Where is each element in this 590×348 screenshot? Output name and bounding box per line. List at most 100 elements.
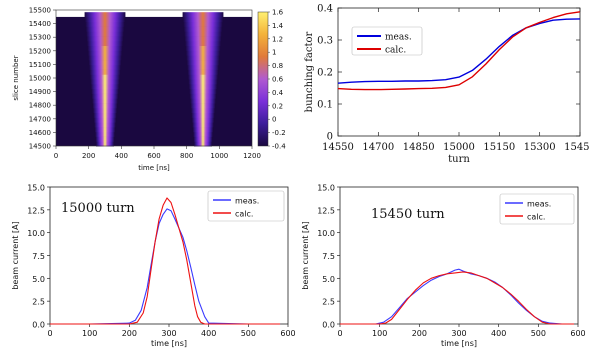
- c1-y-tick-label: 2.5: [32, 298, 45, 307]
- heatmap-y-tick-label: 15100: [29, 61, 51, 69]
- bf-legend: [351, 26, 423, 56]
- heatmap-x-axis-label: time [ns]: [138, 164, 170, 172]
- heatmap-bunch-1-strip: [92, 103, 118, 109]
- heatmap-bunch-2-strip: [184, 31, 222, 37]
- heatmap-bunch-1-strip: [86, 36, 124, 42]
- c2-y-tick-label: 12.5: [317, 206, 335, 215]
- heatmap-bunch-2-strip: [183, 21, 223, 27]
- heatmap-x-tick-label: 1200: [243, 152, 261, 160]
- bf-x-tick-label: 14700: [362, 142, 394, 153]
- heatmap-x-tick-label: 1000: [210, 152, 228, 160]
- heatmap-bunch-2-strip: [185, 45, 221, 51]
- heatmap-bunch-1-strip: [95, 136, 115, 142]
- heatmap-bunch-1-strip: [87, 50, 123, 56]
- heatmap-bunch-2-strip: [183, 26, 223, 32]
- bf-x-tick-label: 15300: [524, 142, 556, 153]
- bf-y-tick-label: 0.4: [317, 4, 333, 15]
- heatmap-bunch-1-strip: [94, 122, 116, 128]
- heatmap-bunch-2-strip: [192, 127, 214, 133]
- heatmap-bunch-1-strip: [88, 60, 122, 66]
- heatmap-plot-area: [56, 16, 252, 146]
- heatmap-bunch-1-strip: [93, 112, 117, 118]
- c2-x-tick-label: 500: [531, 329, 546, 338]
- colorbar-tick-label: -0.2: [272, 129, 286, 137]
- bf-x-tick-label: 15000: [443, 142, 475, 153]
- bf-series-calc-line: [337, 11, 581, 91]
- heatmap-bunch-1-strip: [92, 98, 118, 104]
- colorbar-tick-label: -0.4: [272, 143, 286, 151]
- c2-x-tick-label: 100: [372, 329, 387, 338]
- heatmap-bunch-2-strip: [191, 107, 215, 114]
- colorbar-tick-label: 0.6: [272, 76, 284, 84]
- heatmap-bunch-2-strip: [193, 131, 213, 137]
- c1-x-axis-label: time [ns]: [151, 339, 187, 348]
- c2-y-tick-label: 7.5: [322, 252, 335, 261]
- heatmap-bunch-1-strip: [91, 88, 119, 94]
- heatmap-bunch-2-strip: [189, 93, 217, 99]
- heatmap-blank-band: [56, 10, 252, 17]
- heatmap-bunch-1-strip: [90, 79, 120, 85]
- heatmap-bunch-1-strip: [94, 127, 116, 133]
- c2-y-tick-label: 15.0: [317, 184, 335, 193]
- heatmap-y-tick-label: 15400: [29, 20, 51, 28]
- heatmap-bunch-2-strip: [186, 60, 220, 66]
- colorbar-tick-label: 0.8: [272, 62, 283, 70]
- c1-legend-label-0: meas.: [235, 197, 259, 206]
- heatmap-x-tick-label: 200: [82, 152, 95, 160]
- heatmap-bunch-2-strip: [190, 98, 216, 104]
- heatmap-bunch-2-strip: [185, 40, 221, 47]
- heatmap-bunch-1-strip: [95, 131, 115, 137]
- heatmap-y-tick-label: 15500: [29, 7, 51, 15]
- c1-x-tick-label: 200: [122, 329, 137, 338]
- beam-current-15450-panel: 0.0 2.5 5.0 7.5 10.0 12.5 15.0 0 100 200 300 400 500…: [301, 184, 586, 348]
- heatmap-bunch-1-strip: [89, 69, 121, 75]
- c1-y-tick-label: 0.0: [32, 321, 45, 330]
- c2-x-tick-label: 400: [491, 329, 506, 338]
- bf-legend-label-0: meas.: [385, 33, 412, 43]
- c2-y-tick-label: 2.5: [322, 298, 335, 307]
- colorbar-tick-label: 1: [272, 49, 276, 57]
- c1-annotation: 15000 turn: [61, 201, 135, 216]
- heatmap-bunch-1-strip: [85, 16, 125, 23]
- c1-y-axis-label: beam current [A]: [11, 221, 20, 289]
- heatmap-x-tick-label: 600: [147, 152, 160, 160]
- c2-y-tick-label: 10.0: [317, 229, 335, 238]
- heatmap-bunch-1-strip: [84, 12, 126, 18]
- heatmap-bunch-1-strip: [93, 107, 117, 114]
- heatmap-bunch-2-strip: [192, 122, 214, 128]
- heatmap-bunch-2-strip: [187, 64, 219, 70]
- heatmap-bunch-2-strip: [191, 117, 215, 123]
- c2-annotation: 15450 turn: [371, 207, 445, 222]
- heatmap-bunch-1-strip: [93, 117, 117, 123]
- heatmap-y-tick-label: 15200: [29, 47, 51, 55]
- c2-x-tick-label: 0: [337, 329, 342, 338]
- heatmap-bunch-2-strip: [189, 88, 217, 94]
- c2-legend-label-1: calc.: [527, 213, 545, 222]
- heatmap-bunch-1-strip: [87, 45, 123, 51]
- heatmap-x-tick-label: 0: [54, 152, 58, 160]
- colorbar: [257, 11, 269, 147]
- bf-x-tick-label: 14550: [322, 142, 354, 153]
- heatmap-bunch-2-strip: [190, 103, 216, 109]
- heatmap-bunch-2-strip: [193, 136, 213, 142]
- c1-series-meas-line: [50, 208, 281, 325]
- c1-y-tick-label: 7.5: [32, 252, 45, 261]
- heatmap-bunch-2-strip: [188, 74, 218, 80]
- c1-x-tick-label: 400: [201, 329, 216, 338]
- heatmap-bunch-1-strip: [90, 83, 120, 90]
- c1-x-tick-label: 300: [161, 329, 176, 338]
- heatmap-bunch-1-strip: [89, 64, 121, 70]
- heatmap-y-tick-label: 14500: [29, 143, 51, 151]
- heatmap-bunch-1-strip: [88, 55, 122, 61]
- heatmap-bunch-2-strip: [194, 141, 212, 147]
- c2-y-tick-label: 5.0: [322, 275, 335, 284]
- bf-x-tick-label: 14850: [403, 142, 435, 153]
- beam-current-15000-panel: 0.0 2.5 5.0 7.5 10.0 12.5 15.0 0 100 200 300 400 500…: [11, 184, 296, 348]
- c1-x-tick-label: 0: [47, 329, 52, 338]
- bf-x-tick-label: 15450: [564, 142, 590, 153]
- c2-series-calc-line: [340, 271, 574, 325]
- heatmap-bunch-2-strip: [183, 16, 223, 23]
- heatmap-bunch-1-strip: [91, 93, 119, 99]
- c2-x-axis-label: time [ns]: [441, 339, 477, 348]
- heatmap-bunch-1-strip: [87, 40, 123, 47]
